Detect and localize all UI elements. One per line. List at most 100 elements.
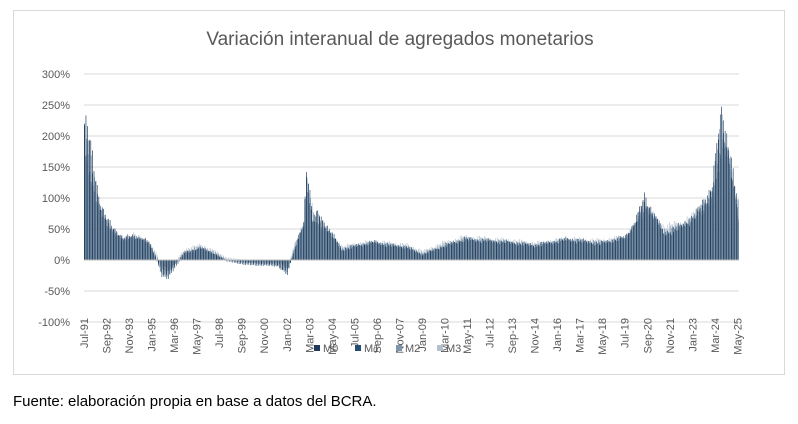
bar-m0 — [138, 237, 140, 260]
bar-m0 — [372, 242, 373, 260]
legend-label-m1: M1 — [364, 343, 379, 355]
bar-m0 — [357, 245, 359, 260]
bar-m0 — [730, 177, 732, 260]
bar-m0 — [307, 192, 309, 260]
bar-m0 — [376, 241, 378, 260]
bar-m0 — [212, 253, 214, 260]
bar-m0 — [199, 247, 201, 260]
y-tick-label: 300% — [42, 69, 70, 81]
bar-m0 — [718, 139, 719, 260]
bar-m0 — [190, 251, 191, 260]
bar-m0 — [98, 196, 100, 260]
bar-m0 — [597, 243, 599, 260]
bar-m0 — [327, 231, 328, 260]
bar-m0 — [653, 218, 655, 260]
bar-m0 — [251, 260, 253, 264]
x-tick-label: May-18 — [597, 318, 609, 355]
bar-m0 — [409, 249, 410, 260]
x-tick-label: Mar-96 — [169, 318, 181, 353]
bar-m0 — [259, 260, 261, 265]
bar-m0 — [648, 207, 650, 260]
bar-m0 — [528, 245, 529, 260]
bar-m0 — [404, 248, 405, 260]
bar-m0 — [291, 258, 293, 260]
bar-m0 — [335, 238, 336, 260]
bar-m0 — [207, 251, 209, 260]
bar-m1 — [230, 260, 232, 263]
bar-m0 — [713, 182, 714, 260]
bar-m0 — [664, 235, 666, 260]
bar-m0 — [452, 243, 454, 260]
bar-m0 — [500, 242, 502, 260]
bar-m0 — [446, 246, 447, 260]
bar-m0 — [710, 190, 711, 260]
bar-m2 — [157, 257, 158, 260]
bar-m0 — [415, 252, 417, 260]
bar-m0 — [364, 245, 365, 260]
bar-m2 — [182, 252, 184, 260]
bar-m0 — [137, 238, 138, 260]
bar-m0 — [619, 238, 621, 260]
bar-m0 — [512, 243, 513, 260]
bar-m0 — [706, 203, 708, 260]
bar-m0 — [722, 120, 724, 261]
y-tick-label: 100% — [42, 193, 70, 205]
bar-m0 — [677, 230, 679, 260]
bar-m0 — [296, 244, 298, 260]
bar-m0 — [180, 256, 182, 260]
bar-m0 — [618, 240, 619, 260]
bar-m0 — [109, 220, 111, 260]
bar-m0 — [692, 218, 694, 260]
bar-m0 — [315, 216, 317, 260]
bar-m0 — [542, 244, 544, 260]
bar-m0 — [399, 247, 401, 260]
bar-m3 — [178, 257, 179, 260]
bar-m0 — [241, 260, 243, 263]
bar-m0 — [676, 230, 677, 260]
x-tick-label: May-25 — [732, 318, 744, 355]
bar-m0 — [328, 230, 330, 260]
bar-m0 — [235, 260, 236, 262]
x-tick-label: Nov-00 — [259, 318, 271, 353]
bar-m0 — [693, 218, 695, 260]
bar-m0 — [711, 191, 713, 260]
bar-m0 — [405, 247, 407, 260]
bar-m0 — [412, 249, 413, 260]
bar-m0 — [689, 225, 690, 260]
bar-m0 — [119, 236, 121, 260]
bar-m0 — [143, 238, 145, 260]
bar-m0 — [88, 139, 90, 260]
bar-m0 — [378, 243, 380, 260]
bar-m1 — [177, 260, 179, 264]
x-tick-label: Jul-12 — [485, 318, 497, 348]
bar-m0 — [458, 242, 460, 260]
bar-m0 — [95, 181, 96, 260]
bar-m0 — [257, 260, 259, 265]
bar-m0 — [122, 238, 124, 260]
bar-m0 — [465, 239, 467, 260]
chart-plot: 300% 250% 200% 150% 100% 50% 0% -50% -100% Jul-91… — [38, 69, 744, 355]
bar-m0 — [552, 244, 553, 260]
bar-m0 — [426, 253, 428, 260]
bar-m0 — [489, 239, 491, 260]
bar-m0 — [288, 260, 290, 268]
bar-m0 — [685, 222, 687, 260]
bar-m0 — [275, 260, 277, 266]
bar-m0 — [343, 250, 344, 260]
bar-m0 — [133, 235, 135, 260]
bar-m0 — [428, 252, 430, 260]
y-tick-label: 200% — [42, 131, 70, 143]
bar-m0 — [349, 249, 351, 260]
bar-m0 — [166, 260, 167, 275]
bar-m0 — [281, 260, 283, 270]
bar-m0 — [203, 248, 204, 260]
bar-m0 — [330, 233, 331, 260]
bar-m0 — [177, 260, 179, 262]
bar-m0 — [317, 210, 319, 260]
bar-m0 — [344, 250, 346, 260]
bar-m0 — [243, 260, 244, 263]
bar-m2 — [292, 253, 293, 260]
bar-m0 — [214, 253, 216, 260]
bar-m0 — [201, 248, 203, 260]
x-tick-label: Jan-02 — [282, 318, 294, 352]
